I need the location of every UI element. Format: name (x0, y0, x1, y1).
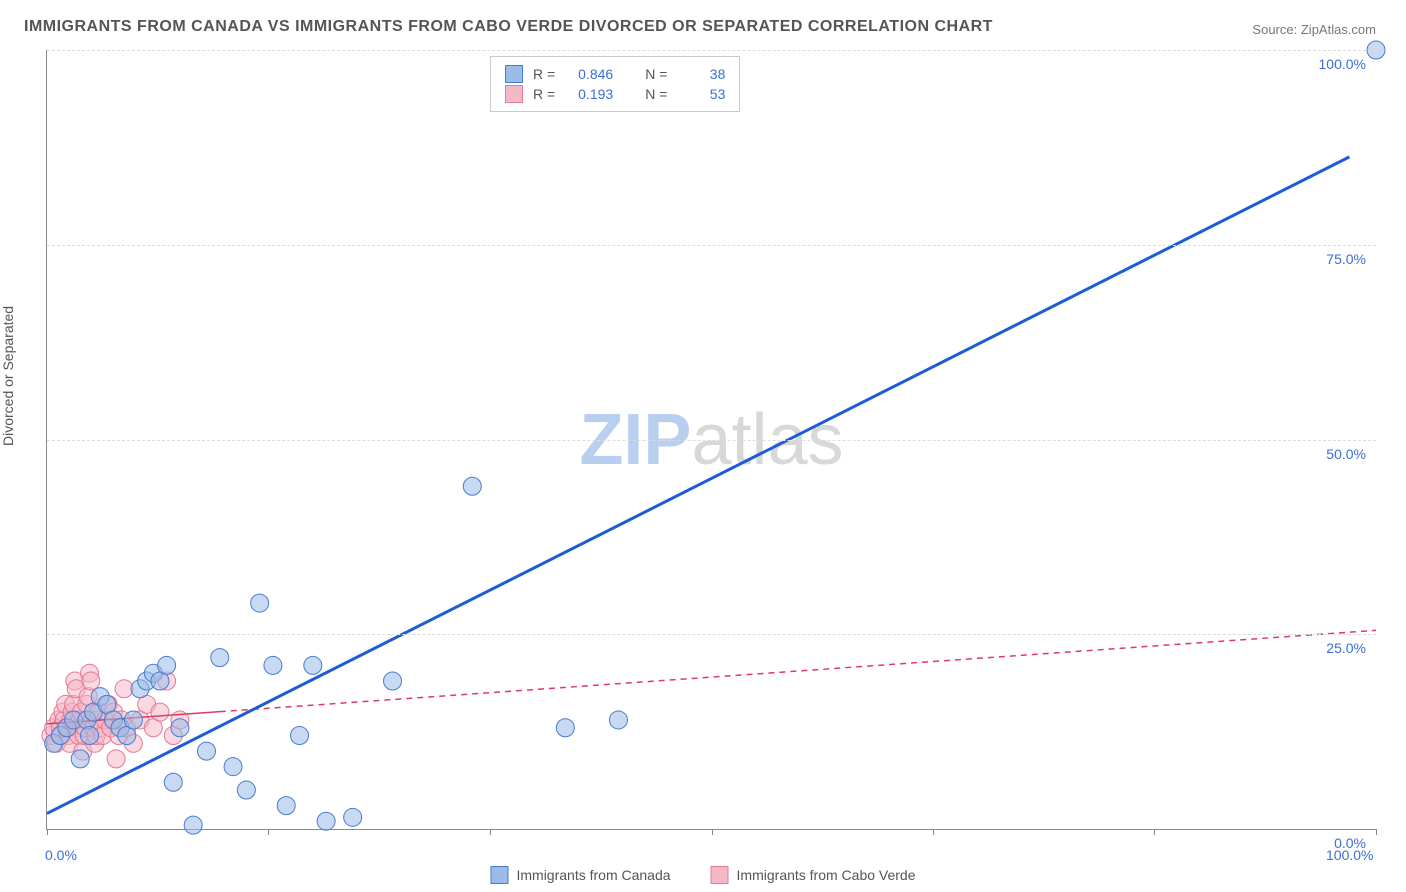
trend-line-dashed (220, 630, 1376, 711)
chart-plot-area: ZIPatlas 0.0%25.0%50.0%75.0%100.0%0.0%10… (46, 50, 1376, 830)
source-label: Source: (1252, 22, 1297, 37)
data-point (237, 781, 255, 799)
legend-item-caboverde: Immigrants from Cabo Verde (711, 866, 916, 884)
series-legend: Immigrants from Canada Immigrants from C… (490, 866, 915, 884)
data-point (197, 742, 215, 760)
y-tick-label: 25.0% (1326, 640, 1366, 656)
data-point (224, 758, 242, 776)
swatch-caboverde (505, 85, 523, 103)
gridline (47, 440, 1376, 441)
data-point (304, 656, 322, 674)
y-tick-label: 50.0% (1326, 446, 1366, 462)
trend-line (47, 157, 1349, 814)
x-tick-label: 0.0% (45, 847, 77, 863)
legend-row-canada: R = 0.846 N = 38 (505, 65, 725, 83)
x-tick (268, 829, 269, 835)
swatch-canada (505, 65, 523, 83)
data-point (81, 727, 99, 745)
data-point (344, 808, 362, 826)
y-tick-label: 100.0% (1319, 56, 1366, 72)
data-point (115, 680, 133, 698)
data-point (251, 594, 269, 612)
data-point (151, 703, 169, 721)
y-tick-label: 75.0% (1326, 251, 1366, 267)
data-point (277, 797, 295, 815)
legend-item-canada: Immigrants from Canada (490, 866, 670, 884)
r-label: R = (533, 86, 555, 102)
data-point (463, 477, 481, 495)
data-point (211, 649, 229, 667)
r-value-caboverde: 0.193 (565, 86, 613, 102)
x-tick (1154, 829, 1155, 835)
legend-label-canada: Immigrants from Canada (516, 867, 670, 883)
correlation-legend: R = 0.846 N = 38 R = 0.193 N = 53 (490, 56, 740, 112)
r-label: R = (533, 66, 555, 82)
n-label: N = (645, 86, 667, 102)
data-point (184, 816, 202, 834)
x-tick-label: 100.0% (1326, 847, 1373, 863)
x-tick (490, 829, 491, 835)
data-point (158, 656, 176, 674)
legend-row-caboverde: R = 0.193 N = 53 (505, 85, 725, 103)
data-point (556, 719, 574, 737)
y-axis-title: Divorced or Separated (0, 306, 16, 446)
data-point (609, 711, 627, 729)
source-value: ZipAtlas.com (1301, 22, 1376, 37)
data-point (317, 812, 335, 830)
n-label: N = (645, 66, 667, 82)
data-point (384, 672, 402, 690)
data-point (124, 711, 142, 729)
data-point (71, 750, 89, 768)
x-tick (712, 829, 713, 835)
r-value-canada: 0.846 (565, 66, 613, 82)
swatch-canada-bottom (490, 866, 508, 884)
legend-label-caboverde: Immigrants from Cabo Verde (737, 867, 916, 883)
x-tick (47, 829, 48, 835)
gridline (47, 634, 1376, 635)
data-point (107, 750, 125, 768)
data-point (82, 672, 100, 690)
data-point (264, 656, 282, 674)
x-tick (933, 829, 934, 835)
data-point (291, 727, 309, 745)
gridline (47, 245, 1376, 246)
x-tick (1376, 829, 1377, 835)
data-point (171, 719, 189, 737)
n-value-caboverde: 53 (677, 86, 725, 102)
gridline (47, 50, 1376, 51)
swatch-caboverde-bottom (711, 866, 729, 884)
source-attribution: Source: ZipAtlas.com (1252, 22, 1376, 37)
data-point (164, 773, 182, 791)
chart-title: IMMIGRANTS FROM CANADA VS IMMIGRANTS FRO… (24, 18, 993, 36)
n-value-canada: 38 (677, 66, 725, 82)
